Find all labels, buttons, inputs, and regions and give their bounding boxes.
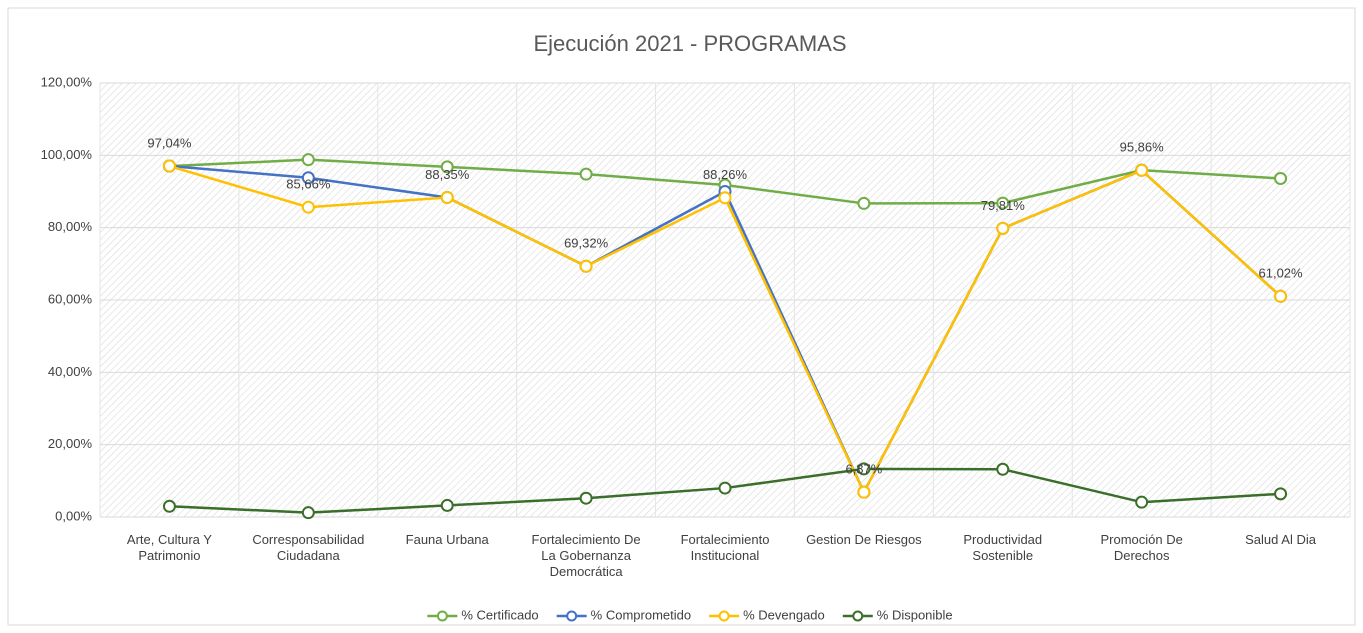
x-tick-label: Productividad Sostenible	[963, 532, 1043, 563]
data-point	[440, 498, 454, 512]
legend-label: % Devengado	[743, 607, 825, 622]
data-label: 85,66%	[286, 177, 331, 192]
x-tick-label: Promoción De Derechos	[1100, 532, 1183, 563]
x-tick-label: Gestion De Riesgos	[806, 532, 922, 547]
data-point	[1274, 171, 1288, 185]
chart-title: Ejecución 2021 - PROGRAMAS	[533, 31, 846, 56]
y-tick-label: 80,00%	[48, 219, 93, 234]
data-point	[718, 191, 732, 205]
data-point	[579, 167, 593, 181]
y-tick-label: 60,00%	[48, 291, 93, 306]
legend-marker	[718, 610, 730, 622]
data-point	[857, 196, 871, 210]
data-point	[1274, 289, 1288, 303]
data-point	[301, 171, 315, 185]
data-point	[301, 200, 315, 214]
data-point	[579, 259, 593, 273]
data-point	[857, 462, 871, 476]
data-label: 61,02%	[1259, 266, 1304, 281]
x-tick-label: Corresponsabilidad Ciudadana	[252, 532, 365, 563]
data-point	[301, 153, 315, 167]
x-tick-label: Salud Al Dia	[1245, 532, 1316, 547]
data-point	[440, 190, 454, 204]
data-point	[996, 196, 1010, 210]
data-point	[301, 506, 315, 520]
y-tick-label: 20,00%	[48, 436, 93, 451]
x-tick-label: Fauna Urbana	[405, 532, 489, 547]
data-label: 95,86%	[1120, 140, 1165, 155]
legend-label: % Certificado	[461, 607, 538, 622]
legend-label: % Comprometido	[591, 607, 691, 622]
x-tick-label: Fortalecimiento De La Gobernanza Democrá…	[531, 532, 641, 579]
y-tick-label: 100,00%	[41, 147, 93, 162]
data-label: 69,32%	[564, 236, 609, 251]
y-tick-label: 0,00%	[55, 508, 92, 523]
data-point	[857, 485, 871, 499]
y-tick-label: 120,00%	[41, 74, 93, 89]
data-point	[1135, 495, 1149, 509]
data-point	[162, 499, 176, 513]
data-point	[440, 160, 454, 174]
x-tick-label: Fortalecimiento Institucional	[680, 532, 770, 563]
data-label: 88,35%	[425, 167, 470, 182]
data-point	[1135, 163, 1149, 177]
data-label: 97,04%	[147, 135, 192, 150]
x-tick-label: Arte, Cultura Y Patrimonio	[126, 532, 212, 563]
data-label: 88,26%	[703, 167, 748, 182]
legend-marker	[566, 610, 578, 622]
data-point	[1274, 487, 1288, 501]
legend-marker	[436, 610, 448, 622]
data-point	[162, 159, 176, 173]
data-label: 6,87%	[845, 462, 882, 477]
legend-label: % Disponible	[877, 607, 953, 622]
data-point	[718, 481, 732, 495]
legend: % Certificado % Comprometido % Devengado % …	[427, 607, 953, 622]
y-tick-label: 40,00%	[48, 364, 93, 379]
legend-marker	[852, 610, 864, 622]
data-point	[996, 462, 1010, 476]
data-label: 79,81%	[981, 198, 1026, 213]
data-point	[579, 491, 593, 505]
data-point	[996, 221, 1010, 235]
